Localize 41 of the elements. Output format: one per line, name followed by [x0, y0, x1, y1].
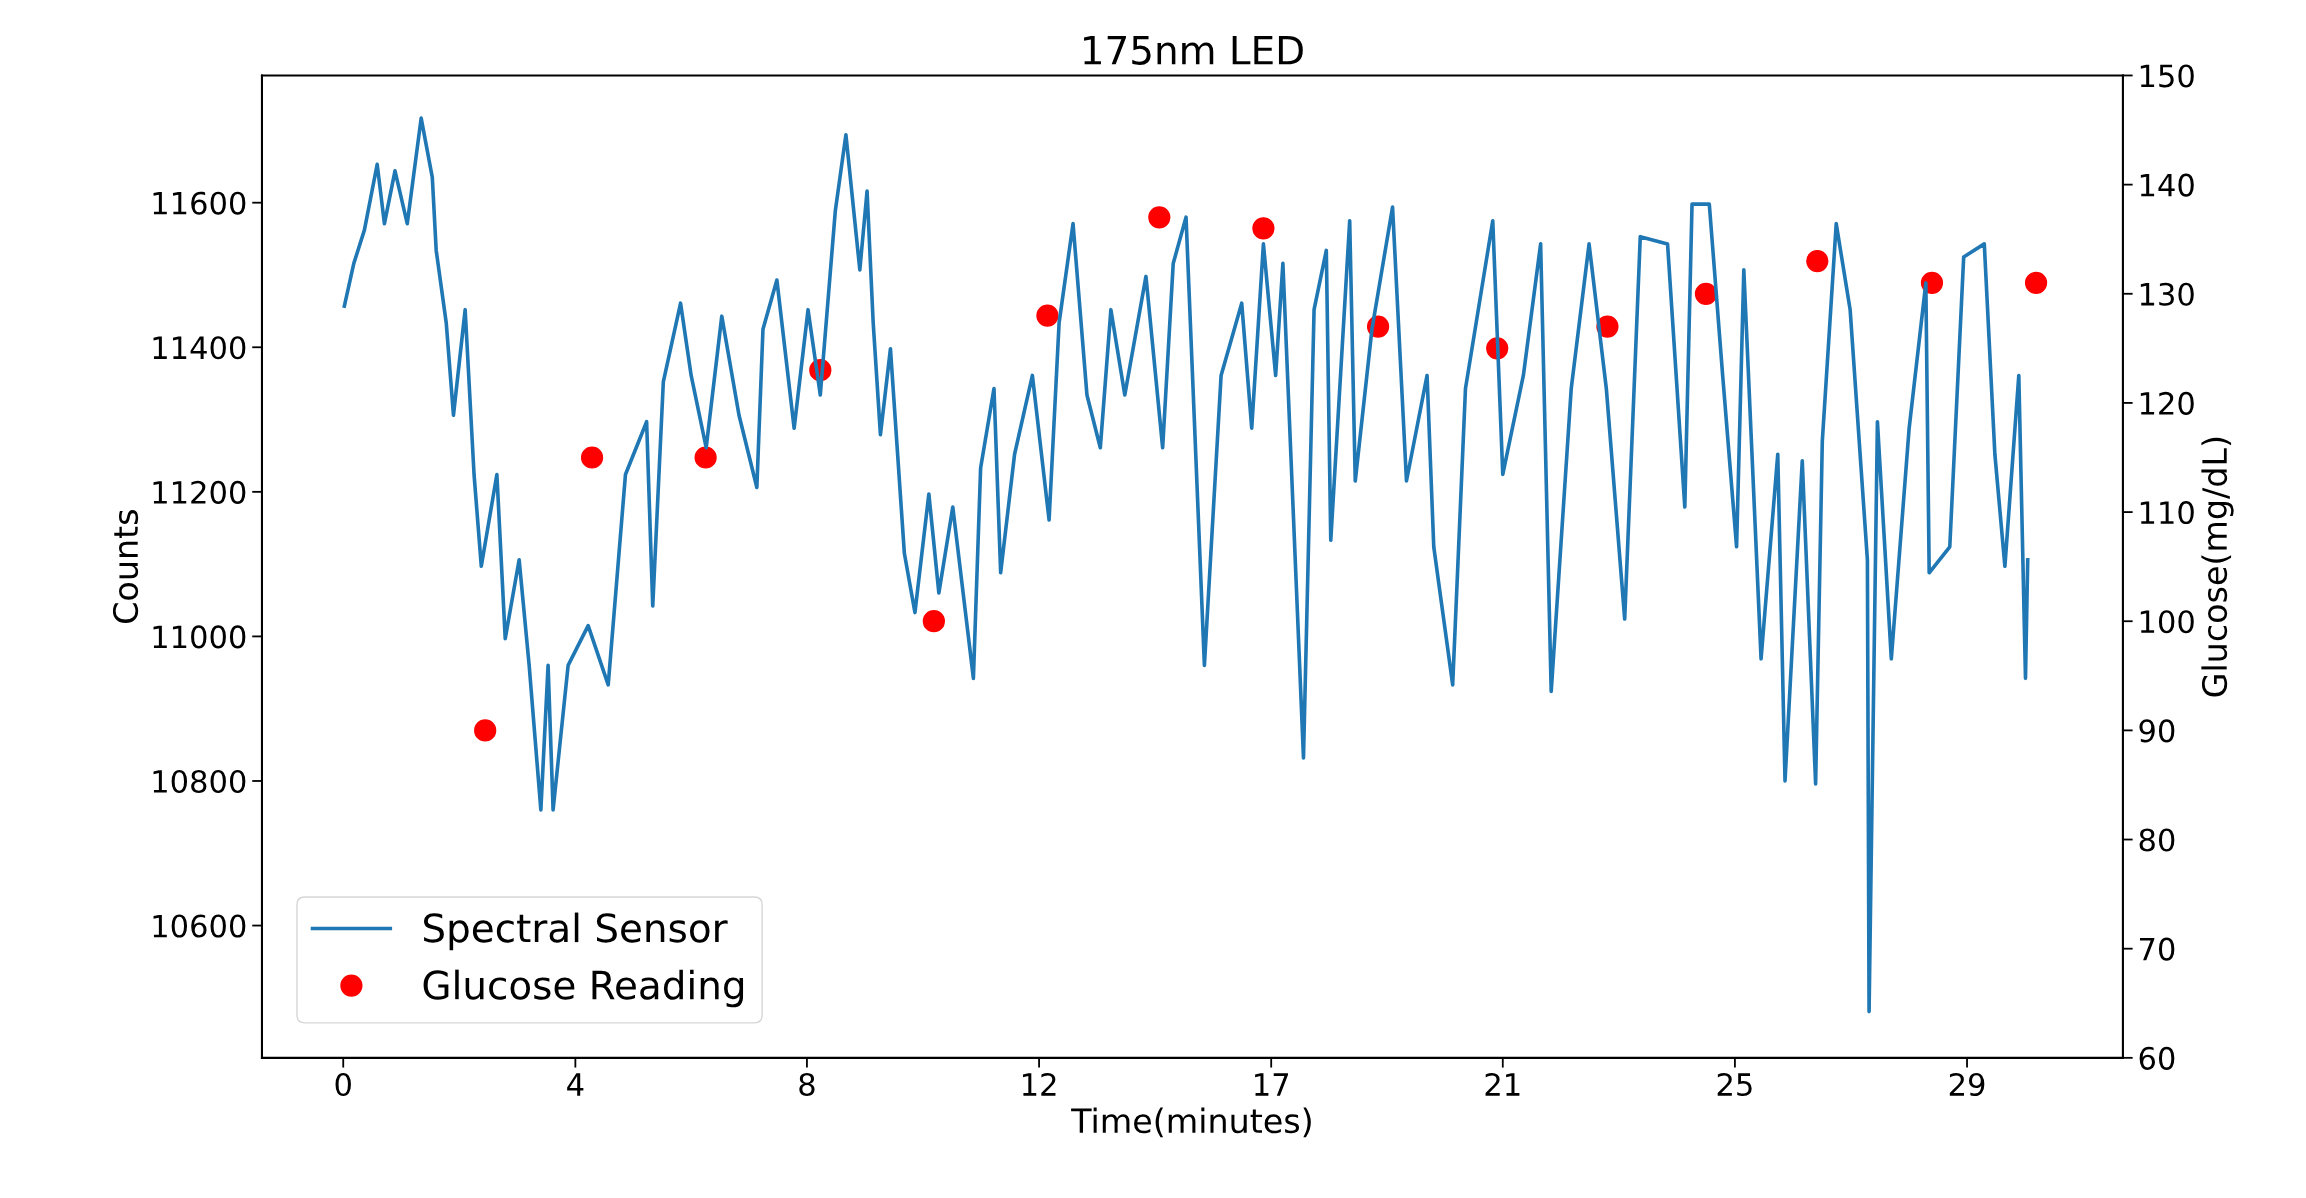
y2-tick-label: 60	[2139, 1046, 2175, 1070]
point	[474, 719, 497, 742]
x-tick-label: 0	[335, 1072, 351, 1097]
y2-tick-label: 70	[2139, 937, 2175, 961]
x-tick-label: 29	[1949, 1072, 1985, 1097]
y2-tick-label: 90	[2139, 719, 2175, 743]
legend-label: Spectral Sensor	[423, 912, 728, 951]
y2-tick-label: 100	[2140, 610, 2194, 634]
y-tick-label: 11200	[153, 480, 246, 504]
point	[1148, 206, 1171, 229]
point	[922, 610, 945, 633]
x-tick-label: 25	[1717, 1072, 1752, 1097]
y2-tick-label: 140	[2140, 173, 2194, 197]
x-tick-label: 17	[1255, 1073, 1289, 1096]
x-tick-label: 4	[567, 1073, 584, 1096]
y2-tick-label: 80	[2139, 828, 2175, 852]
x-tick-label: 21	[1485, 1072, 1520, 1096]
y2-tick-label: 150	[2140, 64, 2194, 88]
y-axis-title: Counts	[112, 510, 139, 623]
y-tick-label: 10600	[153, 914, 246, 938]
x-tick-label: 8	[799, 1072, 815, 1097]
y-tick-label: 11000	[153, 625, 246, 649]
point	[1806, 249, 1829, 273]
y2-axis-title: Glucose(mg/dL)	[2201, 437, 2234, 697]
line-series	[342, 116, 2030, 1014]
y2-tick-label: 110	[2140, 501, 2194, 525]
y-tick-label: 11400	[153, 336, 246, 360]
point	[1036, 304, 1059, 327]
x-axis-title: Time(minutes)	[1071, 1107, 1311, 1138]
point	[2024, 271, 2048, 294]
y-tick-label: 10800	[153, 769, 246, 794]
x-tick-label: 12	[1022, 1072, 1056, 1096]
point	[580, 446, 604, 469]
y-tick-label: 11600	[153, 191, 246, 215]
point	[1694, 282, 1718, 305]
chart-title: 175nm LED	[1084, 36, 1303, 65]
y2-tick-label: 130	[2140, 282, 2194, 306]
point	[694, 446, 717, 469]
legend-label: Glucose Reading	[423, 969, 744, 1008]
point	[1252, 217, 1275, 240]
y2-tick-label: 120	[2140, 391, 2194, 415]
